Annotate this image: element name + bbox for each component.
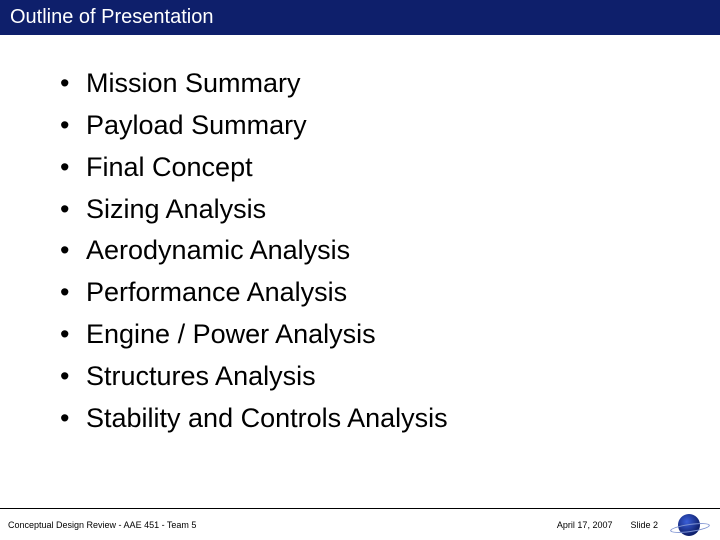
slide-header: Outline of Presentation [0,0,720,35]
list-item: Performance Analysis [60,272,672,314]
slide-content: Mission Summary Payload Summary Final Co… [0,35,720,440]
outline-list: Mission Summary Payload Summary Final Co… [60,63,672,440]
list-item: Final Concept [60,147,672,189]
footer-date: April 17, 2007 [557,520,613,530]
list-item: Engine / Power Analysis [60,314,672,356]
list-item: Mission Summary [60,63,672,105]
list-item: Payload Summary [60,105,672,147]
list-item: Sizing Analysis [60,189,672,231]
footer-left-text: Conceptual Design Review - AAE 451 - Tea… [8,520,557,530]
footer-slide-number: Slide 2 [630,520,658,530]
list-item: Structures Analysis [60,356,672,398]
list-item: Stability and Controls Analysis [60,398,672,440]
slide-footer: Conceptual Design Review - AAE 451 - Tea… [0,508,720,540]
slide-title: Outline of Presentation [10,6,213,28]
team-logo-icon [668,513,712,537]
list-item: Aerodynamic Analysis [60,230,672,272]
